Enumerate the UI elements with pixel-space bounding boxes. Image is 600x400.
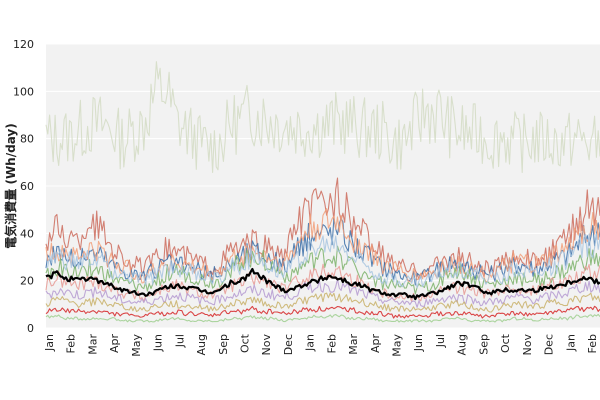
x-tick-label: Jun [412,334,425,352]
y-tick-label: 0 [27,322,34,335]
series-line [45,313,600,323]
x-tick-label: Sep [217,334,230,355]
x-tick-label: Apr [108,334,121,354]
x-tick-label: Feb [586,334,599,353]
series-line [45,61,600,174]
x-tick-label: Nov [521,334,534,356]
x-tick-label: May [130,334,143,357]
x-tick-label: Aug [456,334,469,355]
series-line [45,233,600,289]
x-tick-label: Jun [152,334,165,352]
x-tick-label: Feb [65,334,78,353]
series-line [45,278,600,308]
y-tick-label: 60 [20,180,34,193]
x-tick-label: Oct [499,333,512,353]
x-tick-label: Jul [434,334,447,348]
y-tick-label: 20 [20,275,34,288]
y-tick-label: 120 [13,38,34,51]
x-tick-label: Mar [347,334,360,355]
x-tick-label: May [391,334,404,357]
average-series-line [45,267,600,301]
x-axis-ticks: Jan Feb Mar Apr May Jun Jul Aug Sep Oct Nov Dec Jan F… [43,333,599,356]
x-tick-label: Mar [86,334,99,355]
y-axis-ticks: 0 20 40 60 80 100 120 [13,38,34,335]
series-line [45,245,600,295]
series-lines [45,61,600,323]
y-tick-label: 80 [20,133,34,146]
series-line [45,305,600,319]
x-tick-label: Feb [325,334,338,353]
series-line [45,177,600,280]
x-tick-label: Oct [238,333,251,353]
x-tick-label: Sep [477,334,490,355]
y-tick-label: 100 [13,85,34,98]
y-tick-label: 40 [20,227,34,240]
x-tick-label: Jan [43,334,56,352]
series-line [45,292,600,313]
x-tick-label: Aug [195,334,208,355]
x-tick-label: Jul [173,334,186,348]
x-tick-label: Jan [304,334,317,352]
x-tick-label: Nov [260,334,273,356]
x-tick-label: Dec [282,334,295,355]
x-tick-label: Apr [369,334,382,354]
y-axis-title: 電気消費量 (Wh/day) [3,123,18,248]
series-line [45,263,600,302]
x-tick-label: Jan [564,334,577,352]
x-tick-label: Dec [543,334,556,355]
